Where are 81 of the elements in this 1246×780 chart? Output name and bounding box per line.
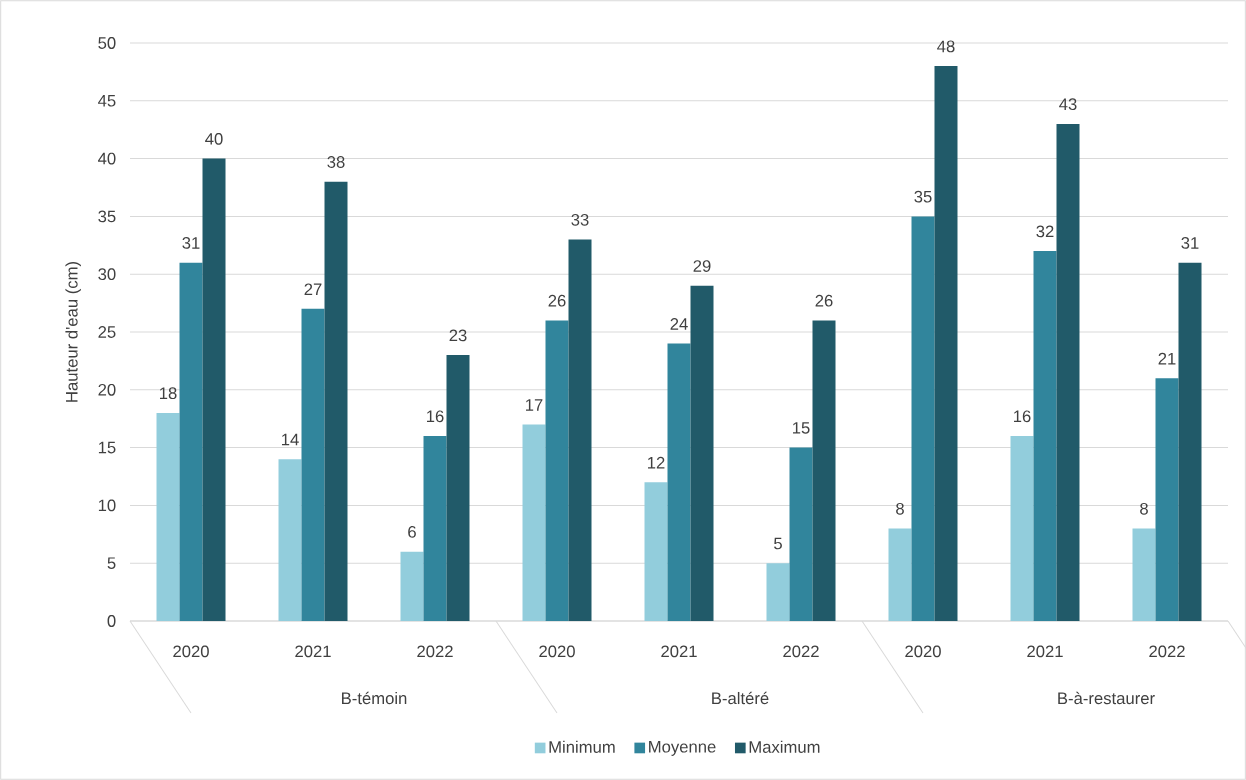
x-tick-label: 2020	[905, 645, 941, 658]
y-tick-label: 20	[98, 383, 116, 396]
data-label: 17	[526, 399, 543, 411]
data-label: 23	[449, 329, 467, 342]
text: B-altéré	[712, 691, 769, 705]
legend-label: Moyenne	[649, 740, 716, 756]
bar	[1010, 436, 1034, 621]
data-label: 14	[282, 433, 299, 446]
data-label: 48	[937, 40, 955, 53]
x-tick-label: 2021	[295, 645, 331, 658]
x-tick-label: 2020	[539, 645, 575, 658]
data-label: 8	[1140, 502, 1148, 515]
data-label: 27	[304, 283, 322, 296]
data-label: 18	[160, 387, 177, 400]
text: B-témoin	[342, 691, 407, 705]
data-label: 43	[1059, 98, 1077, 111]
text: B-à-restaurer	[1058, 691, 1155, 705]
x-tick-label: 2022	[417, 645, 453, 658]
y-tick-label: 25	[98, 326, 116, 338]
y-tick-label: 50	[98, 37, 116, 49]
bar	[1178, 262, 1202, 621]
bar	[690, 285, 714, 621]
data-label: 40	[205, 132, 223, 145]
y-tick-label: 10	[98, 499, 116, 512]
y-tick-label: 5	[107, 557, 116, 570]
bar	[1056, 123, 1080, 621]
bar	[179, 262, 203, 621]
bar	[667, 343, 691, 621]
y-tick-label: 35	[98, 210, 116, 223]
y-tick-label: 0	[107, 615, 116, 627]
data-label: 38	[327, 156, 345, 168]
x-tick-label: 2022	[783, 645, 819, 658]
bar	[446, 355, 470, 621]
data-label: 29	[693, 260, 711, 272]
x-tick-label: 2020	[173, 645, 209, 658]
data-label: 31	[1181, 237, 1199, 249]
y-axis-title: Hauteur d'eau (cm)	[65, 261, 81, 402]
data-label: 6	[408, 526, 416, 538]
bar	[888, 528, 912, 621]
y-tick-label: 45	[98, 94, 116, 107]
data-label: 5	[774, 537, 782, 550]
bar	[568, 239, 592, 621]
bar	[1155, 378, 1179, 621]
bar	[202, 158, 226, 621]
y-tick-label: 15	[98, 441, 116, 454]
bar	[934, 66, 958, 621]
bar	[522, 424, 546, 621]
bar	[789, 447, 813, 621]
bar	[423, 436, 447, 621]
x-tick-label: 2022	[1149, 645, 1185, 658]
data-label: 8	[896, 502, 904, 515]
bar	[301, 308, 325, 621]
legend-label: Minimum	[549, 740, 615, 753]
y-tick-label: 30	[98, 268, 116, 281]
data-label: 12	[648, 456, 665, 469]
data-label: 21	[1158, 352, 1176, 365]
bar	[911, 216, 935, 621]
bar	[1132, 528, 1156, 621]
bar	[766, 563, 790, 621]
y-tick-label: 40	[98, 152, 116, 165]
bar	[644, 482, 668, 621]
bar	[812, 320, 836, 621]
bar	[1033, 251, 1057, 621]
data-label: 31	[182, 237, 200, 249]
data-label: 35	[914, 190, 932, 203]
data-label: 16	[1014, 410, 1031, 423]
data-label: 15	[793, 422, 810, 434]
data-label: 26	[548, 294, 566, 307]
x-tick-label: 2021	[1027, 645, 1063, 658]
bar	[400, 551, 424, 621]
data-label: 33	[571, 213, 589, 226]
legend-label: Maximum	[749, 740, 820, 753]
data-label: 26	[815, 294, 833, 307]
bar	[278, 459, 302, 621]
bar	[545, 320, 569, 621]
data-label: 32	[1036, 225, 1054, 238]
data-label: 24	[670, 318, 688, 330]
bar	[324, 181, 348, 621]
x-tick-label: 2021	[661, 645, 697, 658]
data-label: 16	[427, 410, 444, 423]
bar	[156, 412, 180, 621]
